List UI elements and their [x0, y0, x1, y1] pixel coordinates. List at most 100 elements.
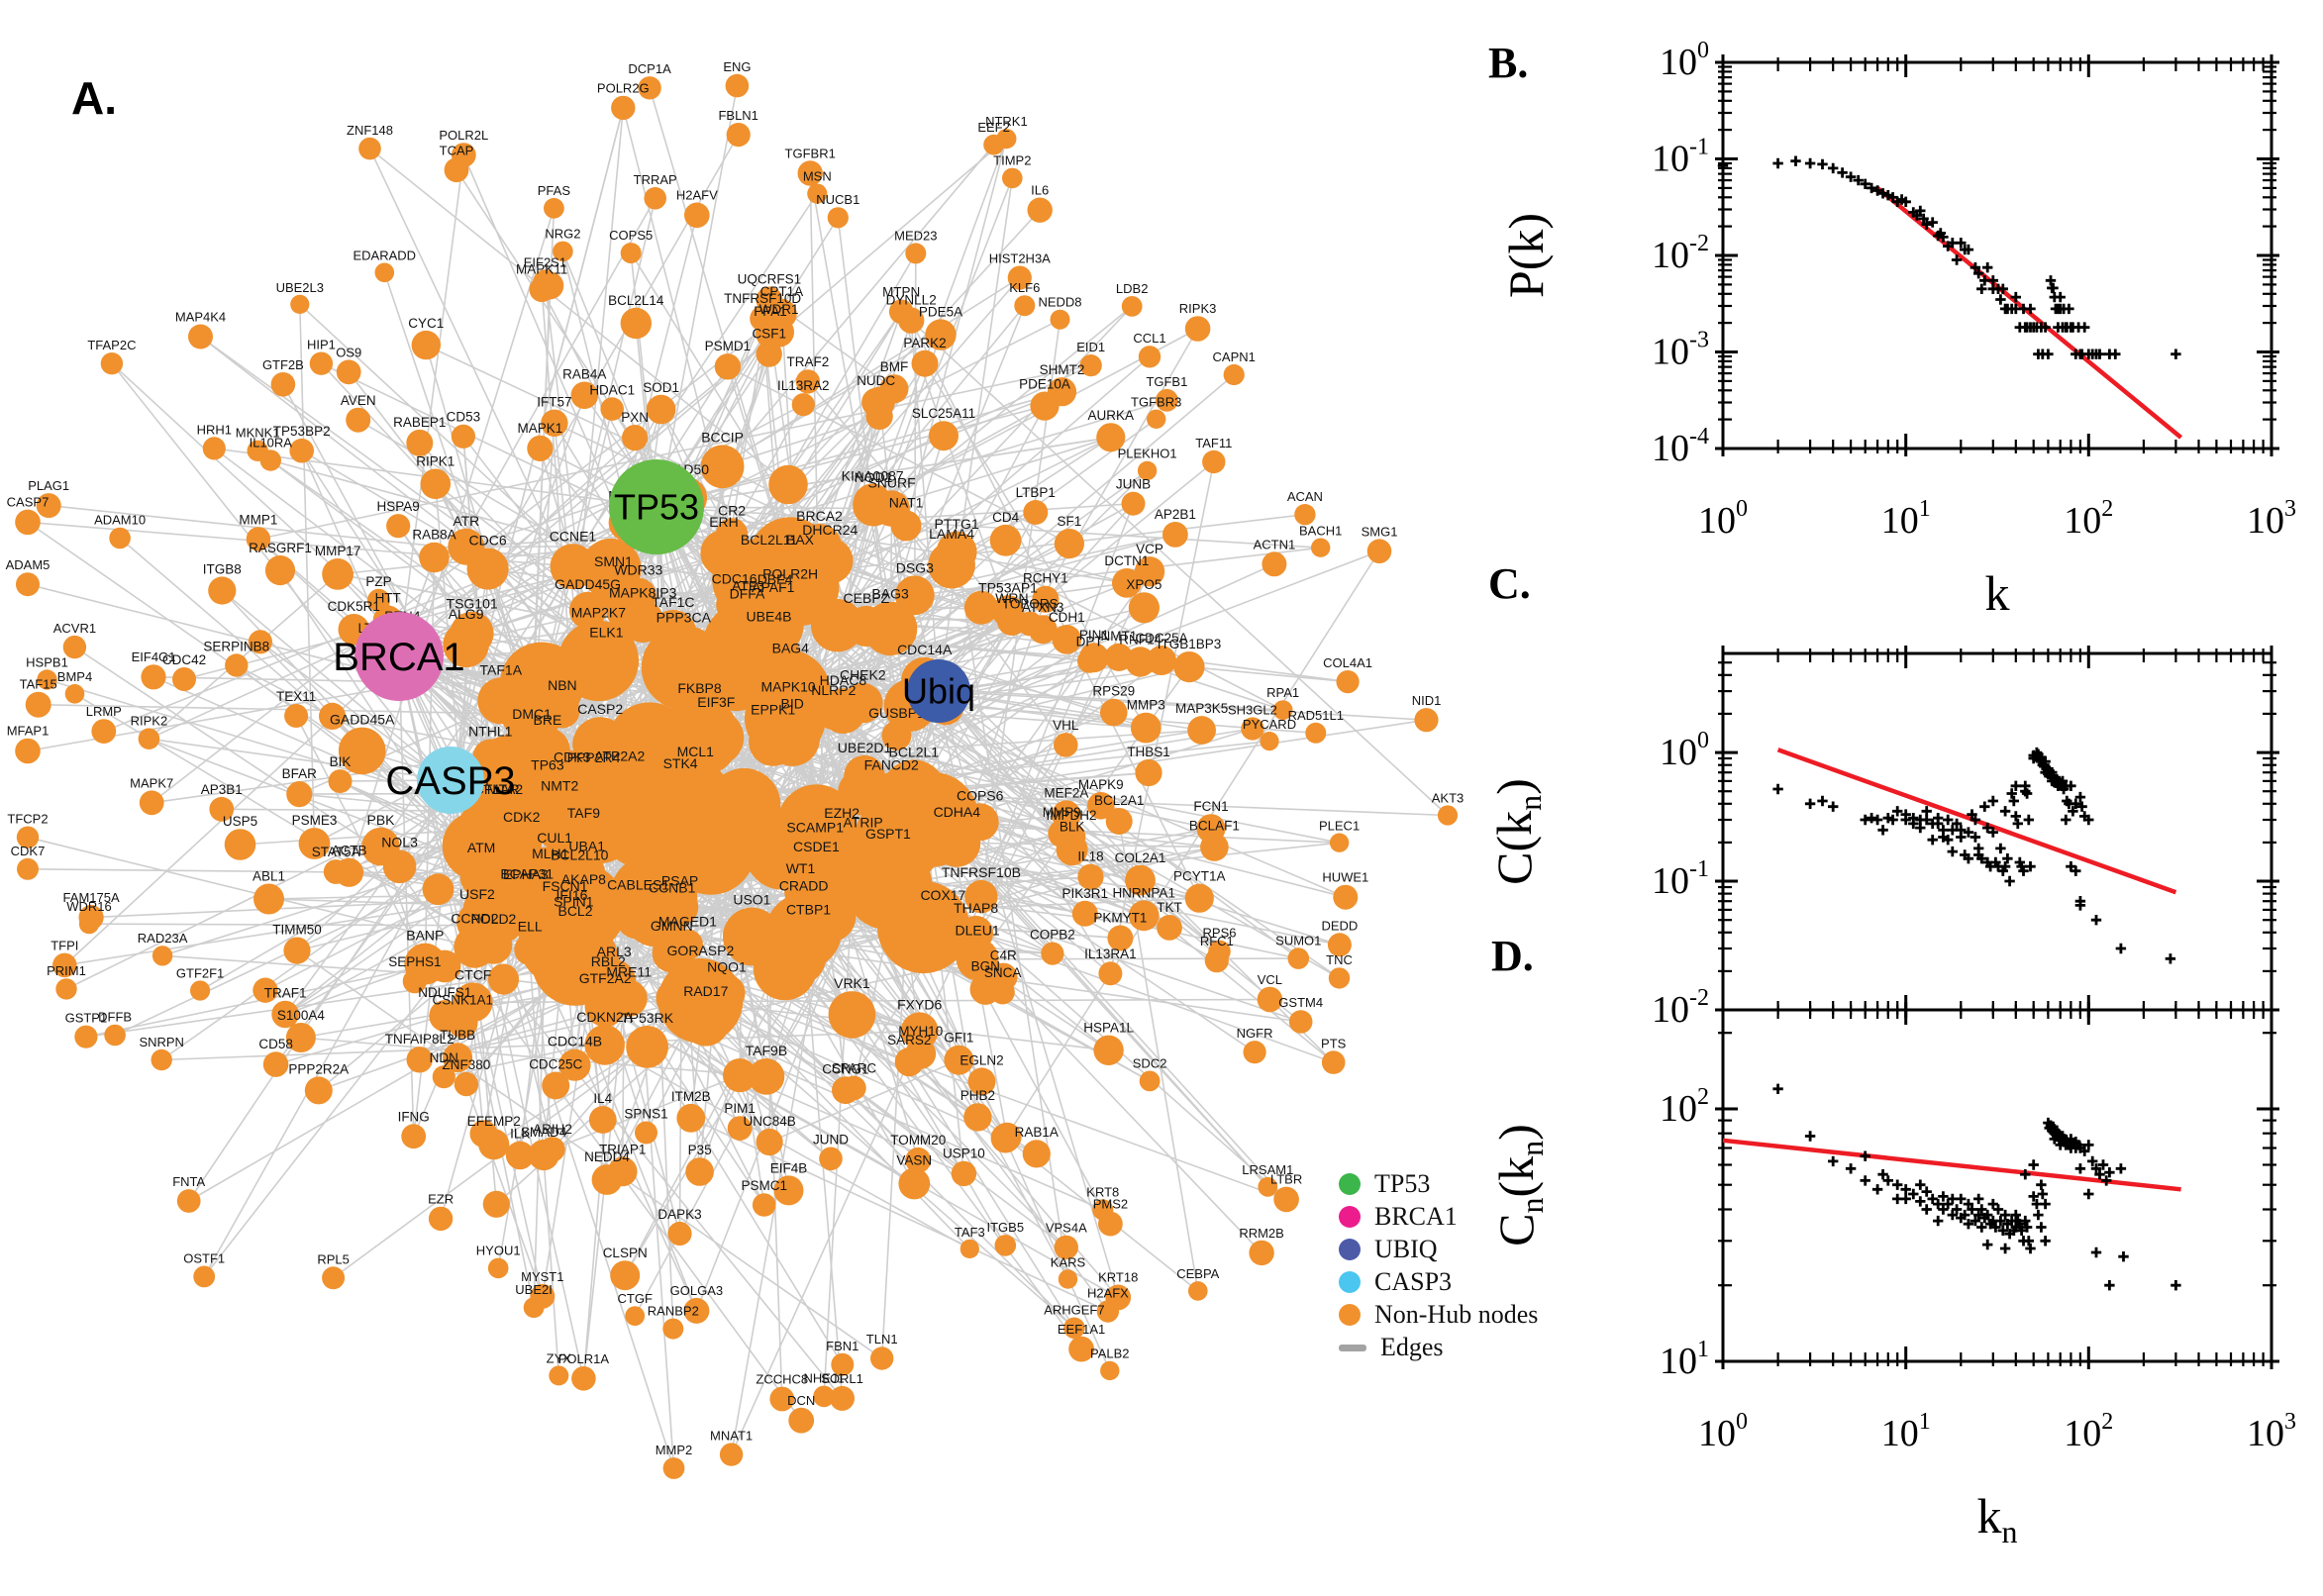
network-node[interactable] — [358, 137, 381, 160]
network-node[interactable] — [1014, 295, 1036, 317]
network-node[interactable] — [1287, 948, 1310, 969]
network-node[interactable] — [725, 73, 750, 98]
network-node[interactable] — [888, 299, 914, 325]
network-node[interactable] — [1138, 346, 1162, 368]
network-node[interactable] — [936, 531, 977, 572]
network-node[interactable] — [1054, 1235, 1079, 1260]
network-node[interactable] — [55, 978, 77, 1000]
network-node[interactable] — [1273, 1186, 1299, 1213]
network-node[interactable] — [309, 351, 334, 375]
network-node[interactable] — [443, 1043, 473, 1073]
network-node[interactable] — [224, 829, 256, 860]
network-node[interactable] — [1188, 1281, 1208, 1301]
network-node[interactable] — [1137, 460, 1158, 481]
network-node[interactable] — [1414, 708, 1439, 733]
network-node[interactable] — [1077, 863, 1104, 890]
network-node[interactable] — [527, 435, 554, 461]
network-node[interactable] — [621, 600, 664, 644]
network-node[interactable] — [905, 1147, 932, 1173]
network-node[interactable] — [748, 1058, 785, 1095]
network-node[interactable] — [964, 879, 998, 914]
network-node[interactable] — [991, 595, 1025, 628]
network-node[interactable] — [264, 555, 296, 586]
network-node[interactable] — [188, 324, 213, 349]
network-node[interactable] — [1258, 1176, 1278, 1197]
network-node[interactable] — [989, 524, 1022, 556]
network-node[interactable] — [208, 576, 237, 605]
network-node[interactable] — [768, 464, 808, 505]
network-node[interactable] — [1047, 377, 1077, 407]
network-node[interactable] — [571, 1366, 596, 1391]
network-node[interactable] — [1100, 698, 1128, 727]
network-node[interactable] — [830, 1385, 855, 1411]
network-node[interactable] — [1336, 670, 1360, 694]
network-node[interactable] — [811, 599, 864, 652]
network-node[interactable] — [78, 914, 100, 935]
network-node[interactable] — [478, 1129, 510, 1160]
network-node[interactable] — [683, 1297, 710, 1324]
network-node[interactable] — [298, 828, 331, 859]
network-node[interactable] — [1204, 948, 1229, 973]
network-node[interactable] — [951, 1160, 977, 1187]
network-node[interactable] — [700, 445, 745, 489]
network-node[interactable] — [1052, 800, 1081, 830]
network-node[interactable] — [109, 527, 131, 549]
network-node[interactable] — [422, 873, 454, 906]
network-node[interactable] — [1121, 296, 1143, 317]
network-node[interactable] — [676, 1103, 706, 1133]
network-node[interactable] — [1041, 942, 1064, 965]
network-node[interactable] — [1223, 363, 1245, 386]
network-node[interactable] — [808, 828, 884, 904]
hub-node-ubiq[interactable] — [907, 659, 970, 723]
network-node[interactable] — [714, 353, 742, 380]
network-node[interactable] — [262, 1051, 289, 1077]
network-node[interactable] — [487, 1257, 509, 1279]
network-node[interactable] — [870, 1347, 894, 1370]
network-node[interactable] — [967, 1067, 996, 1096]
network-node[interactable] — [453, 982, 493, 1023]
network-node[interactable] — [620, 243, 642, 264]
network-node[interactable] — [74, 1025, 98, 1048]
network-node[interactable] — [386, 514, 411, 539]
network-node[interactable] — [831, 1352, 855, 1376]
network-node[interactable] — [1321, 1050, 1346, 1074]
network-node[interactable] — [684, 202, 710, 229]
network-node[interactable] — [553, 241, 573, 262]
network-node[interactable] — [1257, 986, 1283, 1013]
network-node[interactable] — [152, 946, 173, 966]
network-node[interactable] — [225, 653, 249, 677]
network-node[interactable] — [804, 890, 857, 943]
network-node[interactable] — [252, 977, 278, 1003]
network-node[interactable] — [1366, 539, 1392, 563]
network-node[interactable] — [911, 349, 939, 377]
network-node[interactable] — [451, 424, 475, 449]
network-node[interactable] — [1294, 504, 1316, 526]
network-node[interactable] — [1121, 491, 1146, 516]
network-node[interactable] — [1305, 722, 1327, 744]
network-node[interactable] — [1147, 409, 1166, 429]
network-node[interactable] — [960, 1239, 979, 1258]
network-node[interactable] — [963, 590, 998, 625]
network-node[interactable] — [688, 710, 745, 765]
network-node[interactable] — [1107, 925, 1134, 951]
network-node[interactable] — [744, 813, 822, 890]
network-node[interactable] — [91, 719, 117, 744]
network-node[interactable] — [723, 907, 781, 966]
network-node[interactable] — [625, 1306, 646, 1326]
network-node[interactable] — [969, 973, 1001, 1005]
network-node[interactable] — [1098, 961, 1123, 986]
network-node[interactable] — [522, 847, 573, 898]
network-node[interactable] — [726, 123, 751, 148]
network-node[interactable] — [1157, 915, 1182, 941]
hub-node-tp53[interactable] — [609, 459, 704, 554]
network-node[interactable] — [944, 1045, 974, 1075]
network-node[interactable] — [289, 438, 315, 463]
network-node[interactable] — [52, 952, 77, 978]
network-node[interactable] — [443, 621, 489, 668]
network-node[interactable] — [626, 1026, 668, 1068]
network-node[interactable] — [401, 1124, 427, 1149]
network-node[interactable] — [1262, 551, 1287, 577]
network-node[interactable] — [15, 509, 41, 536]
network-node[interactable] — [791, 393, 815, 417]
network-node[interactable] — [1243, 1041, 1266, 1064]
